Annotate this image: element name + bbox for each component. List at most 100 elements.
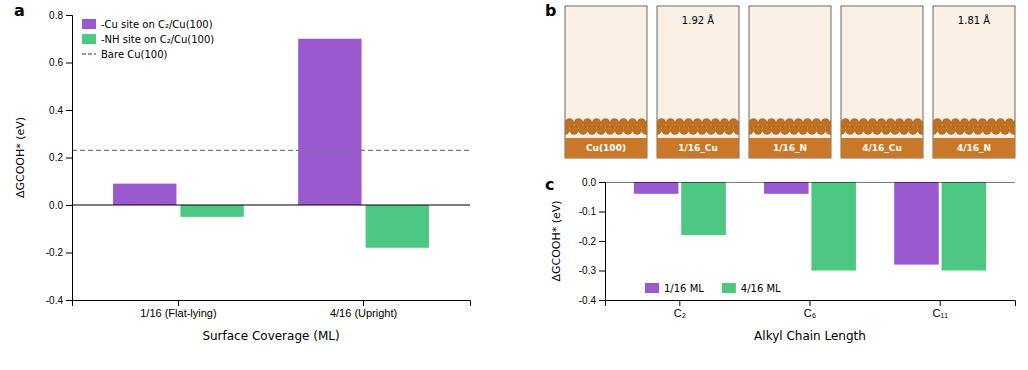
atom xyxy=(767,119,776,128)
tick-label: 0.6 xyxy=(49,57,63,68)
atom xyxy=(738,119,739,128)
structure-box: 1/16_Cu1.92 Å xyxy=(648,6,761,158)
tick-mark xyxy=(66,63,72,64)
atom xyxy=(794,119,803,128)
atom xyxy=(1014,119,1015,128)
tick: -0.2 xyxy=(46,247,72,258)
tick-mark xyxy=(599,241,605,242)
tick-mark xyxy=(66,110,72,111)
distance-label: 1.81 Å xyxy=(958,14,990,26)
axis-line xyxy=(599,183,606,301)
atom xyxy=(951,119,960,128)
atom xyxy=(702,119,711,128)
box-label: 1/16_Cu xyxy=(678,143,718,153)
tick: C₂ xyxy=(674,300,686,319)
atom xyxy=(922,119,923,128)
x-axis-title: Alkyl Chain Length xyxy=(754,329,866,343)
surface xyxy=(841,119,923,135)
label-strip xyxy=(749,138,831,158)
legend-swatch xyxy=(645,283,659,293)
tick-label: -0.2 xyxy=(46,247,64,258)
atom xyxy=(978,119,987,128)
tick: -0.1 xyxy=(579,206,605,217)
series xyxy=(681,182,986,271)
legend-item: 1/16 ML xyxy=(645,283,704,294)
tick-label: -0.4 xyxy=(579,295,597,306)
legend-item: Bare Cu(100) xyxy=(82,49,168,60)
tick: 0.4 xyxy=(49,105,72,116)
atom xyxy=(583,119,592,128)
tick: 0.8 xyxy=(49,10,72,21)
tick: 4/16 (Upright) xyxy=(330,300,397,319)
atom xyxy=(693,119,702,128)
atom xyxy=(729,119,738,128)
series xyxy=(180,205,428,248)
legend: -Cu site on C₂/Cu(100)-NH site on C₂/Cu(… xyxy=(82,19,214,60)
box-background xyxy=(841,6,923,158)
tick-mark xyxy=(599,271,605,272)
tick-mark xyxy=(599,212,605,213)
panel: -0.4 -0.2 0.0 0.2 0.4 0.6 0.8 1/16 (Flat-lying)… xyxy=(14,1,471,343)
panel: -0.4-0.3-0.2-0.10.0C₂C₆C₁₁Alkyl Chain Le… xyxy=(545,175,1016,343)
atom xyxy=(868,119,877,128)
box-label: 1/16_N xyxy=(773,143,807,153)
atom xyxy=(812,119,821,128)
tick: C₁₁ xyxy=(932,300,948,319)
tick-mark xyxy=(940,300,941,306)
tick-mark xyxy=(66,253,72,254)
bar xyxy=(366,205,429,248)
structure-box: Cu(100) xyxy=(556,6,669,158)
bar xyxy=(113,184,176,205)
surface xyxy=(749,119,831,135)
tick: 0.0 xyxy=(49,200,72,211)
atom xyxy=(886,119,895,128)
atom xyxy=(657,119,666,128)
y-axis-title: ΔGCOOH* (eV) xyxy=(14,117,27,198)
tick-mark xyxy=(810,300,811,306)
tick: -0.4 xyxy=(579,295,605,306)
structure-box: 4/16_Cu xyxy=(832,6,945,158)
atom xyxy=(821,119,830,128)
tick: C₆ xyxy=(804,300,816,319)
x-axis: 1/16 (Flat-lying)4/16 (Upright) xyxy=(73,300,471,319)
legend-label: 1/16 ML xyxy=(664,283,704,294)
plot-area xyxy=(605,182,1015,271)
atom xyxy=(933,119,942,128)
legend-label: 4/16 ML xyxy=(741,283,781,294)
atom xyxy=(904,119,913,128)
figure: -0.4 -0.2 0.0 0.2 0.4 0.6 0.8 1/16 (Flat-lying)… xyxy=(0,0,1028,370)
atom xyxy=(666,119,675,128)
tick-label: -0.2 xyxy=(579,236,597,247)
atom xyxy=(987,119,996,128)
bar xyxy=(298,39,361,205)
panel-letter: c xyxy=(545,175,554,194)
box-background xyxy=(565,6,647,158)
tick-mark xyxy=(66,158,72,159)
tick: -0.2 xyxy=(579,236,605,247)
x-axis: C₂ C₆ C₁₁ xyxy=(606,300,1016,319)
panel-letter: b xyxy=(545,1,556,20)
tick-label: 0.2 xyxy=(49,152,63,163)
atom xyxy=(646,119,647,128)
atom xyxy=(960,119,969,128)
panel: Cu(100)1/16_Cu1.92 Å1/16_N4/16_Cu4/16_N1… xyxy=(545,1,1028,158)
label-strip xyxy=(933,138,1015,158)
tick-mark xyxy=(599,182,605,183)
atom xyxy=(996,119,1005,128)
tick-mark xyxy=(178,300,179,306)
atom xyxy=(803,119,812,128)
atom xyxy=(1005,119,1014,128)
tick-mark xyxy=(66,205,72,206)
legend-label: -Cu site on C₂/Cu(100) xyxy=(101,19,213,30)
bar xyxy=(681,182,726,235)
box-background xyxy=(657,6,739,158)
tick-mark xyxy=(599,300,605,301)
plot-area xyxy=(72,39,470,248)
atom xyxy=(720,119,729,128)
tick-label: -0.4 xyxy=(46,295,64,306)
atom xyxy=(601,119,610,128)
legend: 1/16 ML 4/16 ML xyxy=(645,283,781,294)
tick-label: 0.4 xyxy=(49,105,63,116)
atom xyxy=(711,119,720,128)
atom xyxy=(877,119,886,128)
